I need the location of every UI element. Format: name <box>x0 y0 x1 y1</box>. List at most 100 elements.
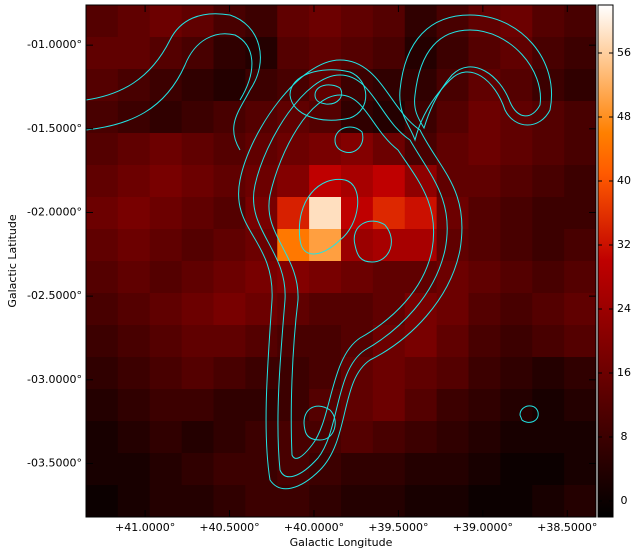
x-axis-label: Galactic Longitude <box>290 536 393 549</box>
heatmap-cell <box>500 293 533 326</box>
heatmap-cell <box>436 133 469 166</box>
contour <box>314 84 343 105</box>
heatmap-cell <box>309 101 342 134</box>
x-tick-label: +40.0000° <box>284 521 344 534</box>
heatmap-cell <box>500 165 533 198</box>
contour <box>303 405 336 441</box>
heatmap-cell <box>245 325 278 358</box>
heatmap-cell <box>86 357 119 390</box>
heatmap-cell <box>86 165 119 198</box>
heatmap-cell <box>117 261 151 294</box>
heatmap-cell <box>213 357 246 390</box>
heatmap-cell <box>436 37 469 70</box>
heatmap-cell <box>564 421 597 454</box>
contour <box>268 94 435 459</box>
heatmap-cell <box>468 389 501 422</box>
heatmap-cell <box>181 421 214 454</box>
heatmap-cell <box>86 229 119 262</box>
contour <box>334 126 364 154</box>
heatmap-cell <box>309 133 342 166</box>
heatmap-cell <box>86 5 119 38</box>
heatmap-cell <box>372 229 406 262</box>
colorbar-tick-label: 24 <box>617 302 631 315</box>
heatmap-cell <box>213 293 246 326</box>
heatmap-cell <box>277 485 310 518</box>
heatmap-cell <box>404 485 438 518</box>
plot-frame <box>85 4 597 518</box>
heatmap-cell <box>468 453 501 486</box>
heatmap-cell <box>468 165 501 198</box>
heatmap-cell <box>86 133 119 166</box>
heatmap-cell <box>213 261 246 294</box>
heatmap-cell <box>149 325 183 358</box>
heatmap-cell <box>564 293 597 326</box>
heatmap-cell <box>372 165 406 198</box>
x-tick-label: +39.5000° <box>368 521 428 534</box>
heatmap-cell <box>500 421 533 454</box>
heatmap-cell <box>404 229 438 262</box>
heatmap-cell <box>309 165 342 198</box>
heatmap-cell <box>500 389 533 422</box>
heatmap-cell <box>564 485 597 518</box>
heatmap-cell <box>500 261 533 294</box>
heatmap-cell <box>436 389 469 422</box>
x-tick-label: +38.5000° <box>537 521 597 534</box>
heatmap-cell <box>117 165 151 198</box>
colorbar-tick-label: 0 <box>621 494 628 507</box>
heatmap-cell <box>372 421 406 454</box>
heatmap-cell <box>149 453 183 486</box>
heatmap-cell <box>117 101 151 134</box>
heatmap-cell <box>213 453 246 486</box>
heatmap-cell <box>149 389 183 422</box>
heatmap-cell <box>468 421 501 454</box>
heatmap-cell <box>404 261 438 294</box>
heatmap-cell <box>149 69 183 102</box>
heatmap-cell <box>564 165 597 198</box>
heatmap-cell <box>309 325 342 358</box>
heatmap-cell <box>532 37 565 70</box>
heatmap-cell <box>404 421 438 454</box>
heatmap-cell <box>181 101 214 134</box>
heatmap-cell <box>181 357 214 390</box>
heatmap-cell <box>564 69 597 102</box>
heatmap-cell <box>213 37 246 70</box>
heatmap-cell <box>532 421 565 454</box>
heatmap-cell <box>532 389 565 422</box>
heatmap-cell <box>245 389 278 422</box>
heatmap-cell <box>500 453 533 486</box>
heatmap-cell <box>532 5 565 38</box>
heatmap-cell <box>404 357 438 390</box>
heatmap-cell <box>181 133 214 166</box>
heatmap-cell <box>341 5 374 38</box>
heatmap-cell <box>436 325 469 358</box>
heatmap-cell <box>86 421 119 454</box>
heatmap-cell <box>149 421 183 454</box>
heatmap-cell <box>245 261 278 294</box>
heatmap-cell <box>117 197 151 230</box>
y-axis-label: Galactic Latitude <box>6 214 19 308</box>
heatmap-cell <box>245 69 278 102</box>
heatmap-cell <box>309 197 342 230</box>
heatmap-cell <box>117 133 151 166</box>
heatmap-cell <box>341 421 374 454</box>
heatmap-cell <box>181 69 214 102</box>
heatmap-cell <box>436 229 469 262</box>
heatmap-cell <box>468 485 501 518</box>
heatmap-cell <box>341 325 374 358</box>
heatmap-cell <box>86 389 119 422</box>
heatmap-cell <box>372 261 406 294</box>
heatmap-cell <box>468 325 501 358</box>
heatmap-cell <box>372 293 406 326</box>
heatmap-cell <box>532 293 565 326</box>
heatmap-cell <box>500 357 533 390</box>
heatmap-cell <box>86 485 119 518</box>
heatmap-cell <box>181 325 214 358</box>
heatmap-cell <box>468 133 501 166</box>
heatmap-cell <box>404 37 438 70</box>
heatmap-cell <box>245 197 278 230</box>
heatmap-cell <box>309 485 342 518</box>
heatmap <box>86 5 597 518</box>
colorbar-tick-label: 32 <box>617 238 631 251</box>
